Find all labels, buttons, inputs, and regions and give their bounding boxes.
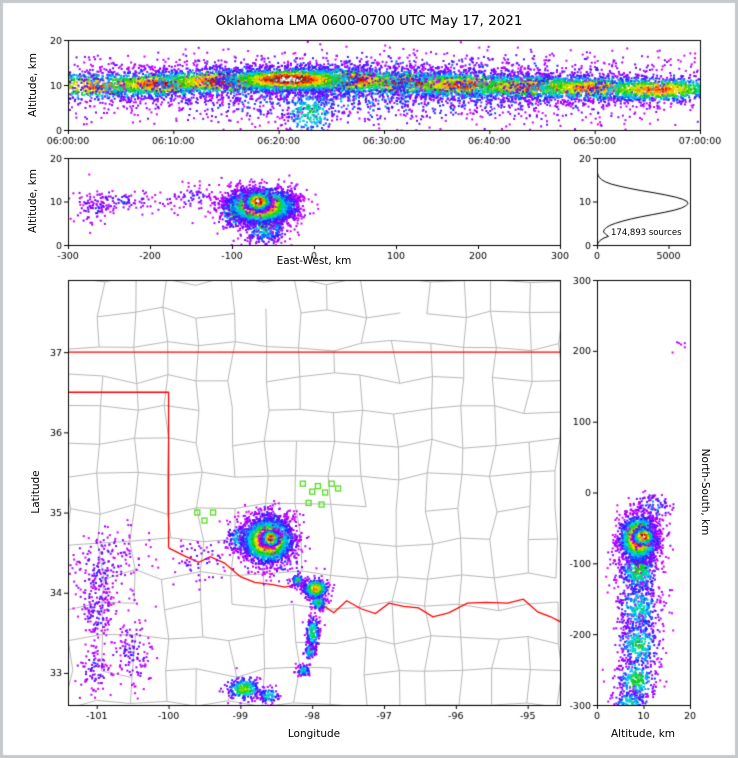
- plan-view-xlabel: Longitude: [287, 728, 341, 740]
- east-west-ylabel: Altitude, km: [27, 168, 39, 234]
- source-count-label: 174,893 sources: [611, 228, 682, 238]
- east-west-xlabel: East-West, km: [276, 255, 352, 267]
- figure-title: Oklahoma LMA 0600-0700 UTC May 17, 2021: [215, 13, 523, 29]
- north-south-ylabel: North-South, km: [699, 448, 711, 536]
- plan-view-ylabel: Latitude: [30, 470, 42, 514]
- time-height-ylabel: Altitude, km: [27, 52, 39, 118]
- north-south-xlabel: Altitude, km: [610, 728, 676, 740]
